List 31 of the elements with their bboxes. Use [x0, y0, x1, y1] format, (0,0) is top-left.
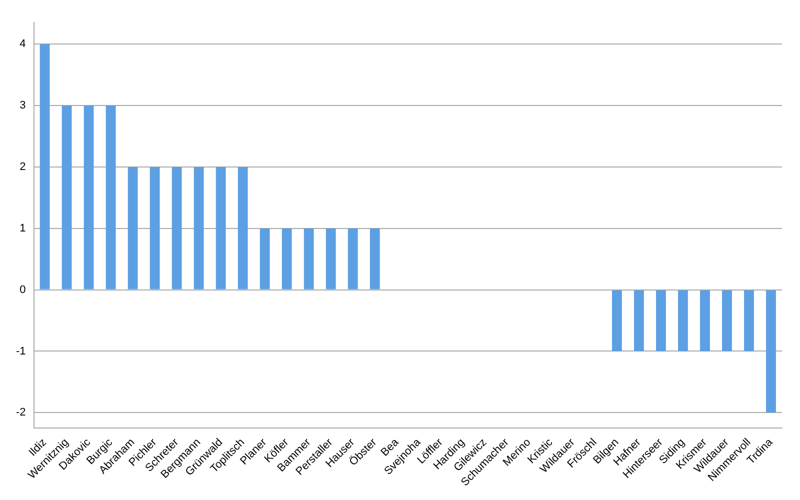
- y-tick-label: 0: [20, 284, 26, 296]
- bar: [40, 44, 50, 290]
- bar: [326, 228, 336, 290]
- bar: [150, 166, 160, 290]
- bar: [678, 290, 688, 352]
- bar: [238, 166, 248, 290]
- y-tick-label: 4: [20, 38, 26, 50]
- bar: [216, 166, 226, 290]
- bar: [194, 166, 204, 290]
- bar: [634, 290, 644, 352]
- bar: [282, 228, 292, 290]
- bar: [744, 290, 754, 352]
- bar: [260, 228, 270, 290]
- y-tick-label: 3: [20, 100, 26, 112]
- bar: [656, 290, 666, 352]
- y-tick-label: -1: [16, 345, 26, 358]
- bar: [128, 166, 138, 290]
- bar: [62, 106, 72, 290]
- bar: [612, 290, 622, 352]
- bar: [84, 106, 94, 290]
- bar: [700, 290, 710, 352]
- y-tick-label: 2: [20, 160, 26, 173]
- bar: [106, 106, 116, 290]
- bar: [766, 290, 776, 413]
- y-tick-label: 1: [20, 222, 26, 234]
- bar: [722, 290, 732, 352]
- bar: [370, 228, 380, 290]
- bar: [348, 228, 358, 290]
- bar: [172, 166, 182, 290]
- y-tick-label: -2: [16, 406, 26, 419]
- bar: [304, 228, 314, 290]
